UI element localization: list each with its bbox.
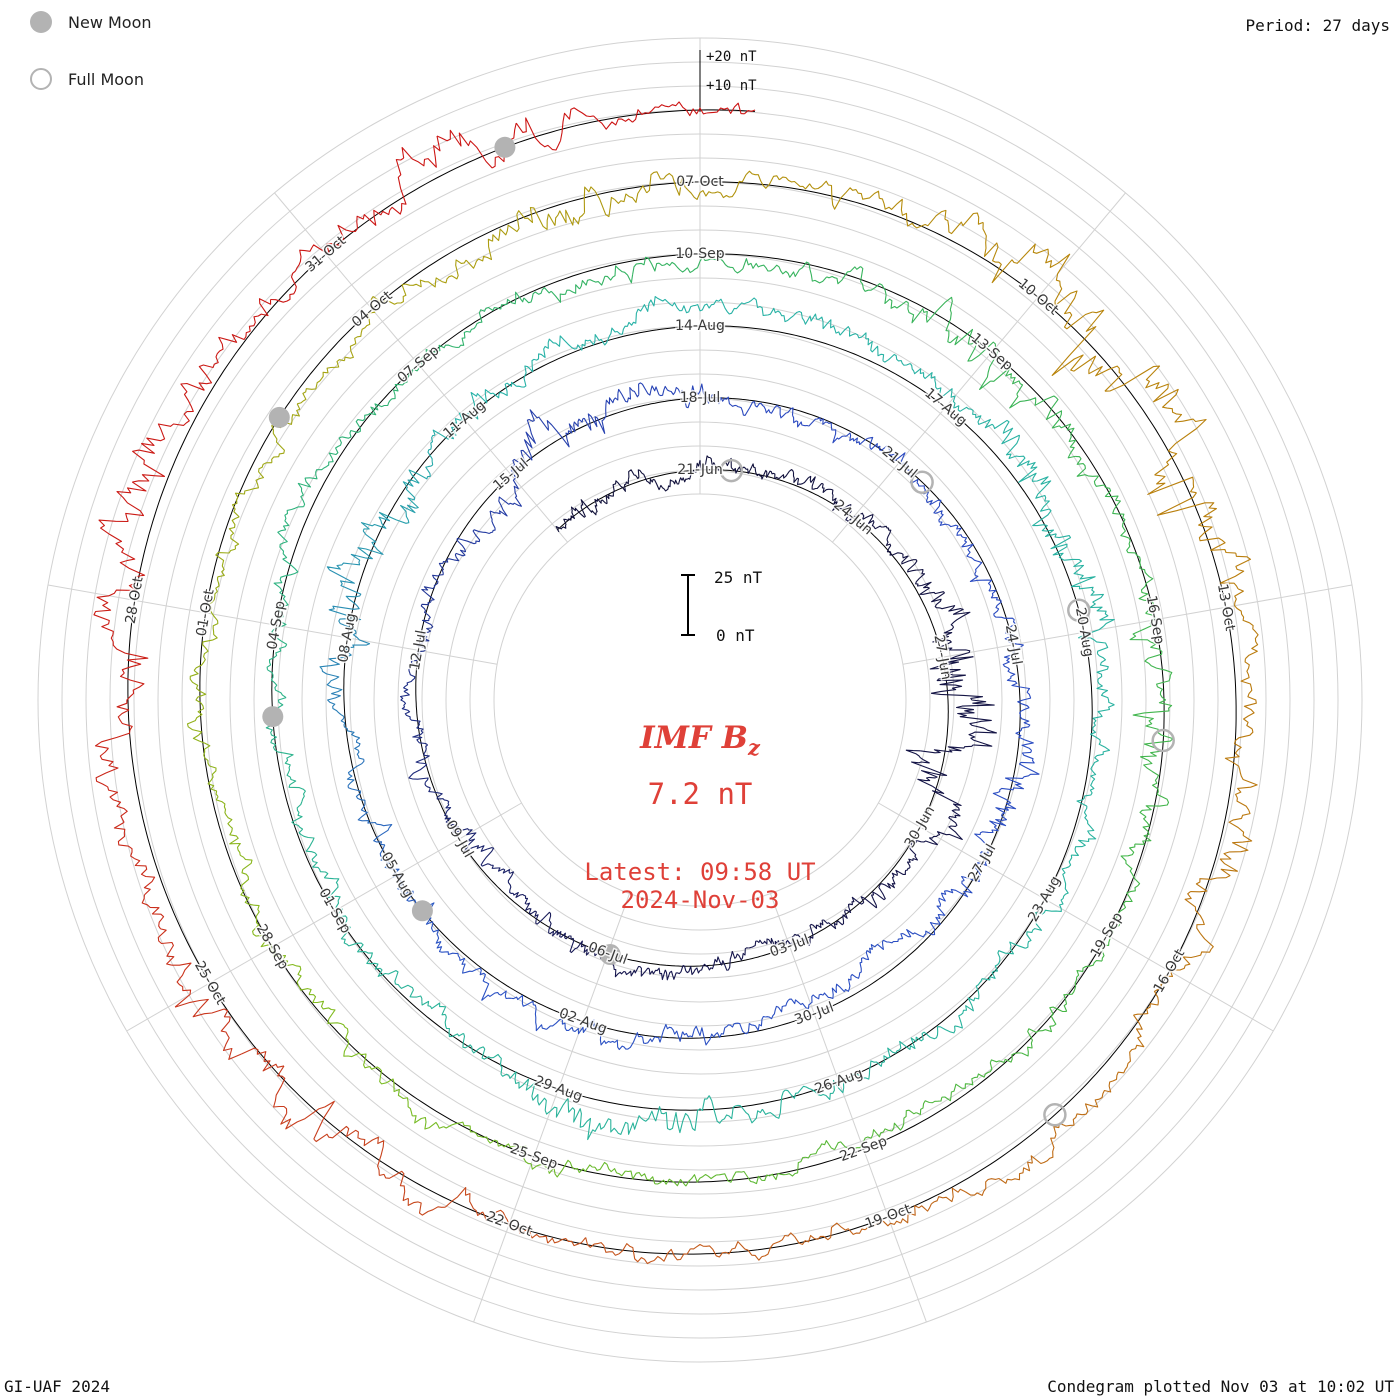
date-label: 13-Oct [1214, 583, 1238, 633]
bz-trace [93, 101, 1259, 1265]
moon-markers [262, 136, 1175, 1127]
date-label: 10-Oct [1015, 276, 1062, 319]
new-moon-icon [30, 11, 52, 33]
full-moon-marker [1151, 728, 1175, 753]
date-label: 26-Aug [813, 1065, 865, 1097]
date-label: 24-Jun [830, 497, 875, 539]
svg-text:10-Sep: 10-Sep [675, 246, 724, 262]
date-label: 07-Sep [394, 342, 442, 386]
date-label: 22-Sep [838, 1133, 890, 1165]
baseline-spiral [127, 109, 1237, 1255]
full-moon-marker [1043, 1103, 1067, 1127]
svg-text:18-Jul: 18-Jul [680, 390, 721, 406]
date-label: 07-Oct [676, 174, 724, 190]
svg-text:14-Aug: 14-Aug [675, 318, 725, 334]
date-label: 20-Aug [1072, 606, 1096, 658]
full-moon-marker [719, 458, 744, 483]
legend-full-moon: Full Moon [30, 68, 144, 90]
date-label: 27-Jul [965, 841, 999, 884]
date-labels: 21-Jun21-Jun24-Jun24-Jun27-Jun27-Jun30-J… [121, 173, 1239, 1242]
date-label: 12-Jul [407, 629, 430, 672]
date-label: 13-Sep [968, 330, 1016, 374]
date-label: 16-Oct [1151, 946, 1189, 996]
date-label: 21-Jul [879, 443, 920, 481]
radial-grid-circles [37, 37, 1363, 1363]
date-label: 16-Sep [1143, 594, 1167, 645]
full-moon-marker [1067, 598, 1091, 622]
date-label: 14-Aug [675, 318, 725, 334]
new-moon-marker [494, 136, 516, 158]
date-label: 31-Oct [303, 232, 350, 275]
date-label: 04-Oct [349, 288, 396, 331]
svg-text:07-Oct: 07-Oct [676, 174, 724, 190]
full-moon-marker [910, 470, 934, 494]
svg-text:21-Jun: 21-Jun [677, 462, 723, 478]
date-label: 01-Sep [315, 886, 354, 937]
date-label: 30-Jul [792, 999, 836, 1028]
date-label: 29-Aug [532, 1073, 584, 1105]
date-label: 21-Jun [677, 462, 723, 478]
new-moon-marker [268, 406, 290, 428]
date-label: 23-Aug [1025, 873, 1064, 924]
date-label: 19-Sep [1088, 910, 1127, 961]
date-label: 05-Aug [377, 849, 416, 900]
date-label: 03-Jul [768, 932, 812, 961]
date-label: 17-Aug [921, 385, 970, 429]
date-label: 18-Jul [680, 390, 721, 406]
date-label: 09-Jul [442, 817, 476, 860]
date-label: 15-Jul [490, 456, 531, 494]
new-moon-marker [411, 900, 433, 922]
date-label: 11-Aug [440, 397, 489, 441]
svg-text:24-Jul: 24-Jul [1002, 623, 1025, 666]
new-moon-marker [262, 706, 284, 728]
new-moon-marker [599, 944, 621, 965]
radial-gridlines [47, 38, 1353, 1323]
amplitude-scale-bar [681, 574, 695, 636]
date-label: 19-Oct [863, 1201, 914, 1232]
date-label: 24-Jul [1002, 623, 1025, 666]
legend-full-moon-label: Full Moon [68, 69, 144, 89]
date-label: 10-Sep [675, 246, 724, 262]
legend-new-moon: New Moon [30, 11, 152, 33]
full-moon-icon [30, 68, 52, 90]
date-label: 28-Sep [253, 922, 292, 973]
date-label: 27-Jun [930, 633, 954, 681]
legend-new-moon-label: New Moon [68, 12, 152, 32]
